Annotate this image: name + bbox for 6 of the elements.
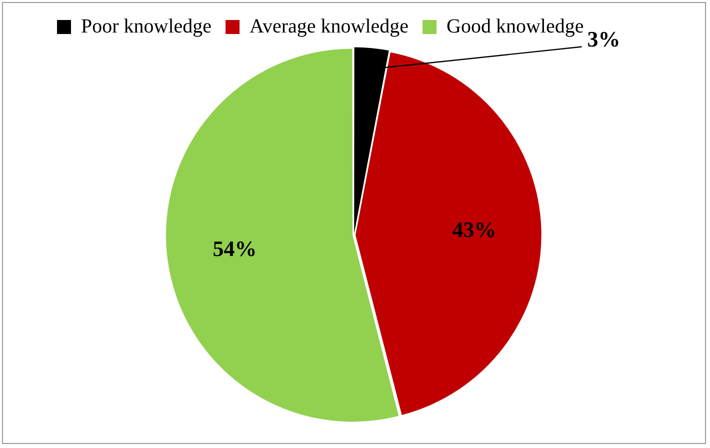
legend-label: Good knowledge [446, 15, 584, 38]
data-label: 43% [452, 216, 496, 242]
legend-label: Average knowledge [250, 15, 409, 38]
data-label: 3% [587, 26, 620, 52]
data-label: 54% [212, 236, 257, 261]
legend-label: Poor knowledge [81, 15, 212, 38]
